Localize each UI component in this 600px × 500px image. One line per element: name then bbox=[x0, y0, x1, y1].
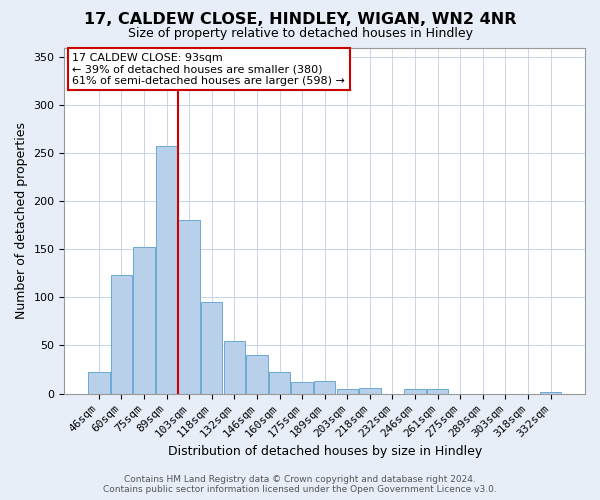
Bar bbox=[404, 388, 426, 394]
Text: Contains HM Land Registry data © Crown copyright and database right 2024.
Contai: Contains HM Land Registry data © Crown c… bbox=[103, 474, 497, 494]
Text: Size of property relative to detached houses in Hindley: Size of property relative to detached ho… bbox=[128, 28, 473, 40]
Bar bbox=[178, 220, 200, 394]
Bar bbox=[110, 276, 132, 394]
Bar bbox=[224, 340, 245, 394]
Bar bbox=[337, 388, 358, 394]
Bar bbox=[88, 372, 110, 394]
Bar bbox=[246, 355, 268, 394]
Bar bbox=[133, 248, 155, 394]
Bar bbox=[201, 302, 223, 394]
Y-axis label: Number of detached properties: Number of detached properties bbox=[15, 122, 28, 319]
Bar bbox=[359, 388, 380, 394]
Bar bbox=[540, 392, 562, 394]
Bar bbox=[314, 381, 335, 394]
Bar bbox=[269, 372, 290, 394]
Text: 17, CALDEW CLOSE, HINDLEY, WIGAN, WN2 4NR: 17, CALDEW CLOSE, HINDLEY, WIGAN, WN2 4N… bbox=[84, 12, 516, 28]
Text: 17 CALDEW CLOSE: 93sqm
← 39% of detached houses are smaller (380)
61% of semi-de: 17 CALDEW CLOSE: 93sqm ← 39% of detached… bbox=[72, 52, 345, 86]
X-axis label: Distribution of detached houses by size in Hindley: Distribution of detached houses by size … bbox=[167, 444, 482, 458]
Bar bbox=[156, 146, 177, 394]
Bar bbox=[427, 388, 448, 394]
Bar bbox=[292, 382, 313, 394]
